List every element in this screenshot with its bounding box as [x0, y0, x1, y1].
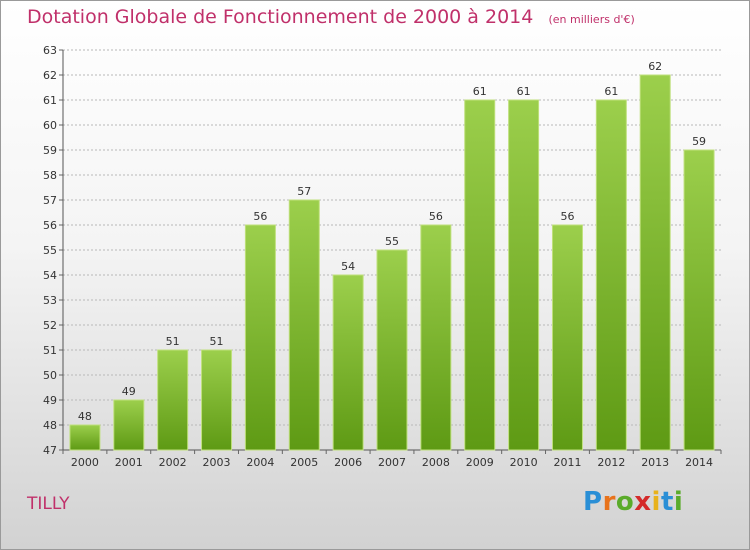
bar-2014 — [683, 149, 715, 451]
data-label-2008: 56 — [429, 210, 443, 223]
x-tick-label: 2009 — [466, 456, 494, 469]
bar-2012 — [595, 99, 627, 451]
data-label-2003: 51 — [210, 335, 224, 348]
y-tick-label: 54 — [43, 269, 57, 282]
logo-letter: t — [660, 487, 674, 517]
logo-letter: x — [634, 487, 652, 517]
x-tick-label: 2011 — [553, 456, 581, 469]
data-label-2002: 51 — [166, 335, 180, 348]
data-label-2006: 54 — [341, 260, 355, 273]
y-tick-label: 56 — [43, 219, 57, 232]
chart-title: Dotation Globale de Fonctionnement de 20… — [27, 6, 534, 28]
y-tick-label: 63 — [43, 44, 57, 57]
bar-2007 — [376, 249, 408, 451]
x-tick-label: 2014 — [685, 456, 713, 469]
data-label-2014: 59 — [692, 135, 706, 148]
bar-2013 — [639, 74, 671, 451]
y-tick-label: 59 — [43, 144, 57, 157]
logo-letter: i — [651, 487, 661, 517]
data-label-2004: 56 — [253, 210, 267, 223]
y-tick-label: 61 — [43, 94, 57, 107]
x-tick-label: 2006 — [334, 456, 362, 469]
bar-2009 — [464, 99, 496, 451]
bar-2005 — [288, 199, 320, 451]
data-label-2010: 61 — [517, 85, 531, 98]
chart-title-block: Dotation Globale de Fonctionnement de 20… — [27, 6, 635, 28]
x-tick-label: 2012 — [597, 456, 625, 469]
x-tick-label: 2002 — [159, 456, 187, 469]
bar-2001 — [113, 399, 145, 451]
data-label-2000: 48 — [78, 410, 92, 423]
x-tick-label: 2004 — [246, 456, 274, 469]
y-tick-label: 50 — [43, 369, 57, 382]
data-label-2007: 55 — [385, 235, 399, 248]
y-tick-label: 60 — [43, 119, 57, 132]
data-label-2005: 57 — [297, 185, 311, 198]
proxiti-logo: Proxiti — [583, 487, 683, 517]
logo-letter: r — [602, 487, 616, 517]
bar-2011 — [551, 224, 583, 451]
x-tick-label: 2005 — [290, 456, 318, 469]
y-tick-label: 58 — [43, 169, 57, 182]
bar-2000 — [69, 424, 101, 451]
data-label-2001: 49 — [122, 385, 136, 398]
bar-2003 — [201, 349, 233, 451]
data-label-2012: 61 — [604, 85, 618, 98]
y-tick-label: 55 — [43, 244, 57, 257]
logo-letter: o — [615, 487, 635, 517]
x-tick-label: 2013 — [641, 456, 669, 469]
y-tick-label: 48 — [43, 419, 57, 432]
y-tick-label: 62 — [43, 69, 57, 82]
labels: 47 48 49 50 51 52 53 54 55 56 57 58 59 60 61 62 63 48 2000… — [43, 44, 713, 469]
x-tick-label: 2007 — [378, 456, 406, 469]
x-tick-label: 2010 — [510, 456, 538, 469]
y-tick-label: 49 — [43, 394, 57, 407]
data-label-2011: 56 — [560, 210, 574, 223]
data-label-2013: 62 — [648, 60, 662, 73]
y-tick-label: 52 — [43, 319, 57, 332]
y-tick-label: 57 — [43, 194, 57, 207]
bar-2010 — [508, 99, 540, 451]
y-tick-label: 53 — [43, 294, 57, 307]
bar-2002 — [157, 349, 189, 451]
y-tick-label: 47 — [43, 444, 57, 457]
bar-2006 — [332, 274, 364, 451]
x-tick-label: 2008 — [422, 456, 450, 469]
city-name: TILLY — [27, 494, 70, 514]
x-tick-label: 2000 — [71, 456, 99, 469]
x-tick-label: 2001 — [115, 456, 143, 469]
y-tick-label: 51 — [43, 344, 57, 357]
logo-letter: P — [583, 487, 603, 517]
bars — [69, 74, 715, 451]
x-tick-label: 2003 — [203, 456, 231, 469]
chart-subtitle: (en milliers d'€) — [548, 13, 635, 26]
bar-2008 — [420, 224, 452, 451]
logo-letter: i — [673, 487, 684, 517]
data-label-2009: 61 — [473, 85, 487, 98]
bar-2004 — [244, 224, 276, 451]
